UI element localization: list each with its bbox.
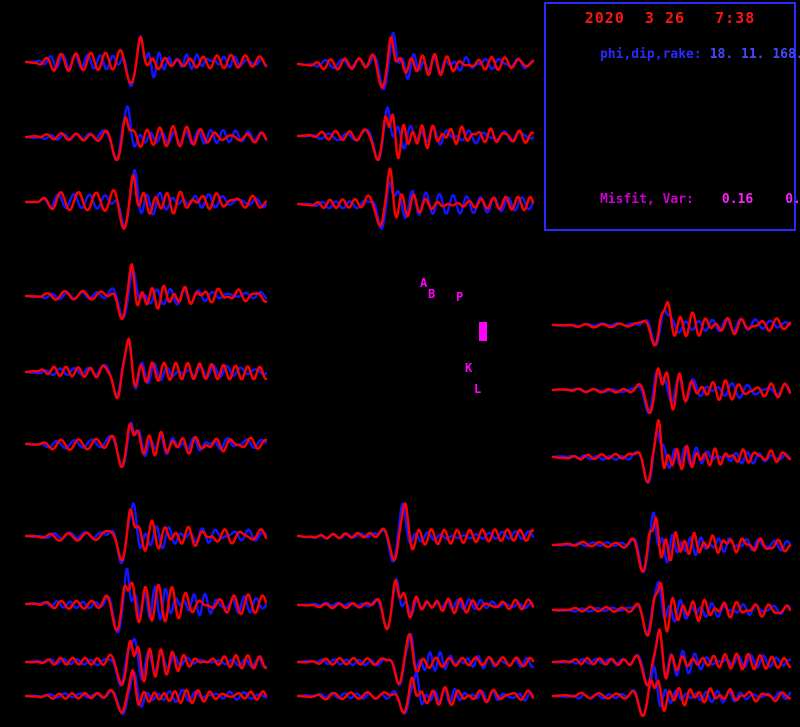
observed-trace-L2: [24, 116, 268, 162]
observed-trace-M3: [296, 167, 535, 227]
station-marker-I: [479, 322, 487, 341]
observed-trace-L8: [24, 581, 268, 632]
synthetic-trace-L2: [24, 105, 268, 162]
station-marker-L: L: [474, 382, 481, 396]
synthetic-trace-L1: [24, 35, 268, 88]
observed-trace-R7: [551, 679, 792, 718]
synthetic-trace-R4: [551, 511, 792, 574]
observed-trace-R2: [551, 367, 792, 414]
mechanism-values: 18. 11. 168.: [709, 47, 800, 62]
synthetic-trace-M5: [296, 577, 535, 629]
station-marker-P: P: [456, 290, 463, 304]
synthetic-trace-M1: [296, 31, 535, 91]
observed-trace-M4: [296, 502, 535, 562]
observed-trace-M1: [296, 36, 535, 89]
synthetic-trace-L9: [24, 637, 268, 687]
synthetic-trace-R7: [551, 666, 792, 717]
synthetic-trace-L5: [24, 339, 268, 397]
station-marker-B: B: [428, 287, 435, 301]
observed-trace-L4: [24, 263, 268, 321]
info-box: 2020 3 26 7:38 phi,dip,rake: 18. 11. 168.…: [544, 2, 800, 231]
synthetic-trace-L4: [24, 268, 268, 319]
synthetic-trace-M7: [296, 671, 535, 715]
observed-trace-L6: [24, 422, 268, 468]
fit-variance-value: 0.72: [785, 192, 800, 207]
observed-trace-R4: [551, 516, 792, 573]
observed-trace-R6: [551, 628, 792, 687]
observed-trace-L9: [24, 639, 268, 687]
observed-trace-M7: [296, 676, 535, 715]
fit-label: Misfit, Var:: [599, 192, 694, 207]
observed-trace-M6: [296, 632, 535, 685]
observed-trace-L1: [24, 36, 268, 85]
observed-trace-L7: [24, 508, 268, 562]
origin-time-text: 2020 3 26 7:38: [584, 9, 756, 27]
observed-trace-L5: [24, 337, 268, 400]
observed-trace-M2: [296, 113, 535, 161]
station-marker-K: K: [465, 361, 473, 375]
station-marker-A: A: [420, 276, 428, 290]
observed-trace-L3: [24, 174, 268, 230]
mechanism-label: phi,dip,rake:: [599, 47, 702, 62]
mechanism-line: phi,dip,rake: 18. 11. 168.: [553, 32, 800, 77]
observed-trace-R1: [551, 301, 792, 347]
fit-line: Misfit, Var: 0.16 0.72: [553, 177, 800, 222]
observed-trace-R3: [551, 419, 792, 484]
observed-trace-R5: [551, 581, 792, 637]
synthetic-trace-R5: [551, 580, 792, 635]
synthetic-trace-R3: [551, 430, 792, 484]
observed-trace-L10: [24, 669, 268, 714]
observed-trace-M5: [296, 579, 535, 631]
fit-misfit-value: 0.16: [721, 192, 754, 207]
synthetic-trace-L7: [24, 502, 268, 565]
